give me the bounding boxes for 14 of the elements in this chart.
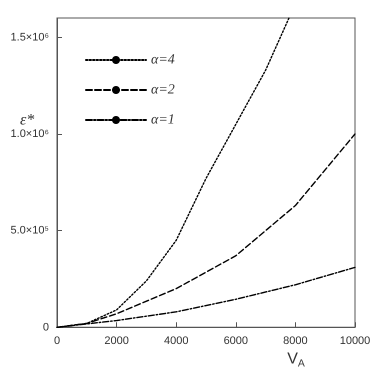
y-axis-title: ε* bbox=[20, 112, 34, 128]
x-tick-label: 10000 bbox=[340, 334, 370, 347]
y-tick-label: 5.0×10⁵ bbox=[10, 224, 49, 237]
x-tick-label: 0 bbox=[54, 334, 60, 347]
y-tick-label: 1.0×10⁶ bbox=[10, 128, 49, 140]
x-tick-label: 8000 bbox=[283, 334, 308, 347]
x-tick-label: 2000 bbox=[104, 334, 129, 347]
x-tick-label: 4000 bbox=[164, 334, 188, 347]
legend-label: α=4 bbox=[151, 52, 175, 68]
y-tick-label: 0 bbox=[42, 321, 49, 334]
x-tick-label: 6000 bbox=[224, 334, 248, 347]
y-tick-label: 1.5×10⁶ bbox=[10, 31, 49, 44]
legend-label: α=1 bbox=[151, 112, 175, 128]
legend-label: α=2 bbox=[151, 82, 175, 98]
